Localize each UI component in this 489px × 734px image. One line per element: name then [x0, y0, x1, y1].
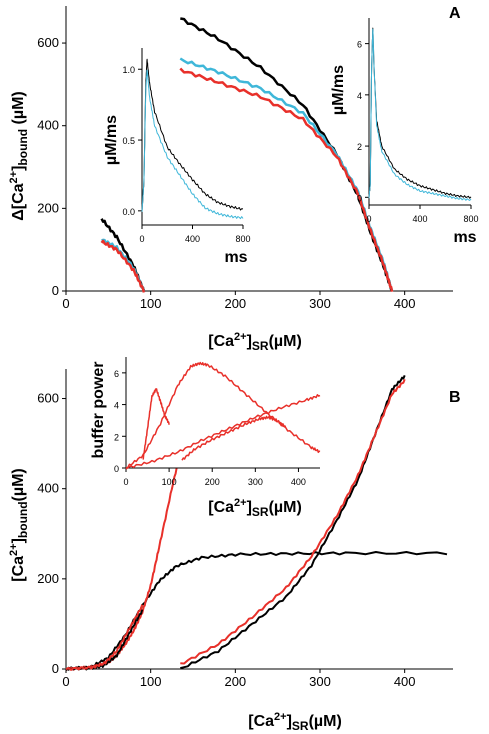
inset-b-series-red-0 — [125, 361, 321, 469]
inset-left-y-tick-label: 0.0 — [122, 207, 135, 217]
inset-b-y-tick-label: 6 — [114, 369, 119, 379]
panel-b-x-tick-label: 400 — [394, 674, 416, 689]
inset-left-y-label: µM/ms — [103, 115, 120, 165]
panel-b-y-tick-label: 600 — [37, 391, 59, 406]
inset-left-x-tick-label: 0 — [139, 234, 144, 244]
panel-b-y-tick-label: 400 — [37, 481, 59, 496]
inset-right-y-tick-label: 4 — [357, 91, 362, 101]
panel-a-y-label: Δ[Ca2+]bound (µM) — [8, 91, 30, 220]
panel-a-y-tick-label: 0 — [52, 283, 59, 298]
panel-a-x-tick-label: 100 — [140, 296, 162, 311]
inset-right-x-label: ms — [453, 229, 476, 246]
panel-a-series-black-3 — [180, 17, 393, 291]
panel-b-x-tick-label: 100 — [140, 674, 162, 689]
inset-b-y-tick-label: 0 — [114, 464, 119, 474]
panel-a-x-tick-label: 0 — [62, 296, 69, 311]
inset-b-series-red-1 — [125, 394, 321, 470]
panel-b-y-label: [Ca2+]bound(µM) — [8, 468, 30, 582]
panel-a-inset-right: 0 400 800 0 2 4 6 µM/ms ms — [330, 18, 479, 246]
panel-b-x-tick-label: 0 — [62, 674, 69, 689]
panel-a-x-label: [Ca2+]SR(µM) — [208, 331, 302, 353]
inset-b-x-label: [Ca2+]SR(µM) — [208, 497, 302, 519]
inset-left-series-black-0 — [141, 58, 244, 211]
inset-b-y-label: buffer power — [90, 362, 107, 459]
panel-a-y-tick-label: 200 — [37, 200, 59, 215]
panel-a-inset-left: 0 400 800 0.0 0.5 1.0 µM/ms ms — [103, 48, 251, 266]
panel-b-series-black-0 — [65, 551, 448, 671]
inset-b-x-tick-label: 200 — [205, 477, 220, 487]
inset-right-y-tick-label: 0 — [357, 193, 362, 203]
panel-a-letter: A — [449, 5, 461, 22]
inset-right-x-tick-label: 0 — [366, 214, 371, 224]
inset-b-x-tick-label: 400 — [291, 477, 306, 487]
inset-b-y-tick-label: 2 — [114, 432, 119, 442]
panel-b-inset: 0 100 200 300 400 0 2 4 6 buffer power [Ca2+]SR… — [90, 357, 321, 519]
inset-left-x-tick-label: 400 — [185, 234, 200, 244]
panel-a-y-tick-label: 400 — [37, 118, 59, 133]
inset-right-y-tick-label: 2 — [357, 142, 362, 152]
inset-left-x-tick-label: 800 — [235, 234, 250, 244]
panel-a-x-tick-label: 200 — [224, 296, 246, 311]
panel-b-y-tick-label: 0 — [52, 661, 59, 676]
panel-a-y-tick-label: 600 — [37, 35, 59, 50]
panel-a-x-tick-label: 400 — [394, 296, 416, 311]
inset-right-series-black-0 — [368, 27, 472, 199]
inset-left-series-cyan-1 — [141, 69, 244, 220]
inset-b-y-tick-label: 4 — [114, 401, 119, 411]
inset-right-series-cyan-1 — [368, 28, 472, 201]
inset-right-x-tick-label: 400 — [412, 214, 427, 224]
panel-a-series-red-5 — [179, 67, 394, 292]
inset-right-x-tick-label: 800 — [463, 214, 478, 224]
inset-left-y-tick-label: 1.0 — [122, 65, 135, 75]
inset-right-y-label: µM/ms — [330, 65, 347, 115]
inset-left-x-label: ms — [224, 249, 247, 266]
inset-right-y-tick-label: 6 — [357, 40, 362, 50]
inset-b-x-tick-label: 300 — [248, 477, 263, 487]
panel-b-x-tick-label: 200 — [224, 674, 246, 689]
panel-a-series-red-2 — [100, 239, 146, 293]
panel-a-x-tick-label: 300 — [309, 296, 331, 311]
inset-b-x-tick-label: 0 — [123, 477, 128, 487]
inset-b-x-tick-label: 100 — [162, 477, 177, 487]
inset-b-series-red-2 — [142, 388, 170, 460]
inset-left-y-tick-label: 0.5 — [122, 136, 135, 146]
panel-b-x-label: [Ca2+]SR(µM) — [248, 711, 342, 733]
panel-b-y-tick-label: 200 — [37, 571, 59, 586]
panel-b-letter: B — [449, 389, 461, 406]
inset-b-series-red-3 — [181, 415, 287, 461]
panel-b-series-red-5 — [180, 378, 406, 665]
panel-b-series-red-3 — [65, 604, 144, 671]
panel-b-x-tick-label: 300 — [309, 674, 331, 689]
